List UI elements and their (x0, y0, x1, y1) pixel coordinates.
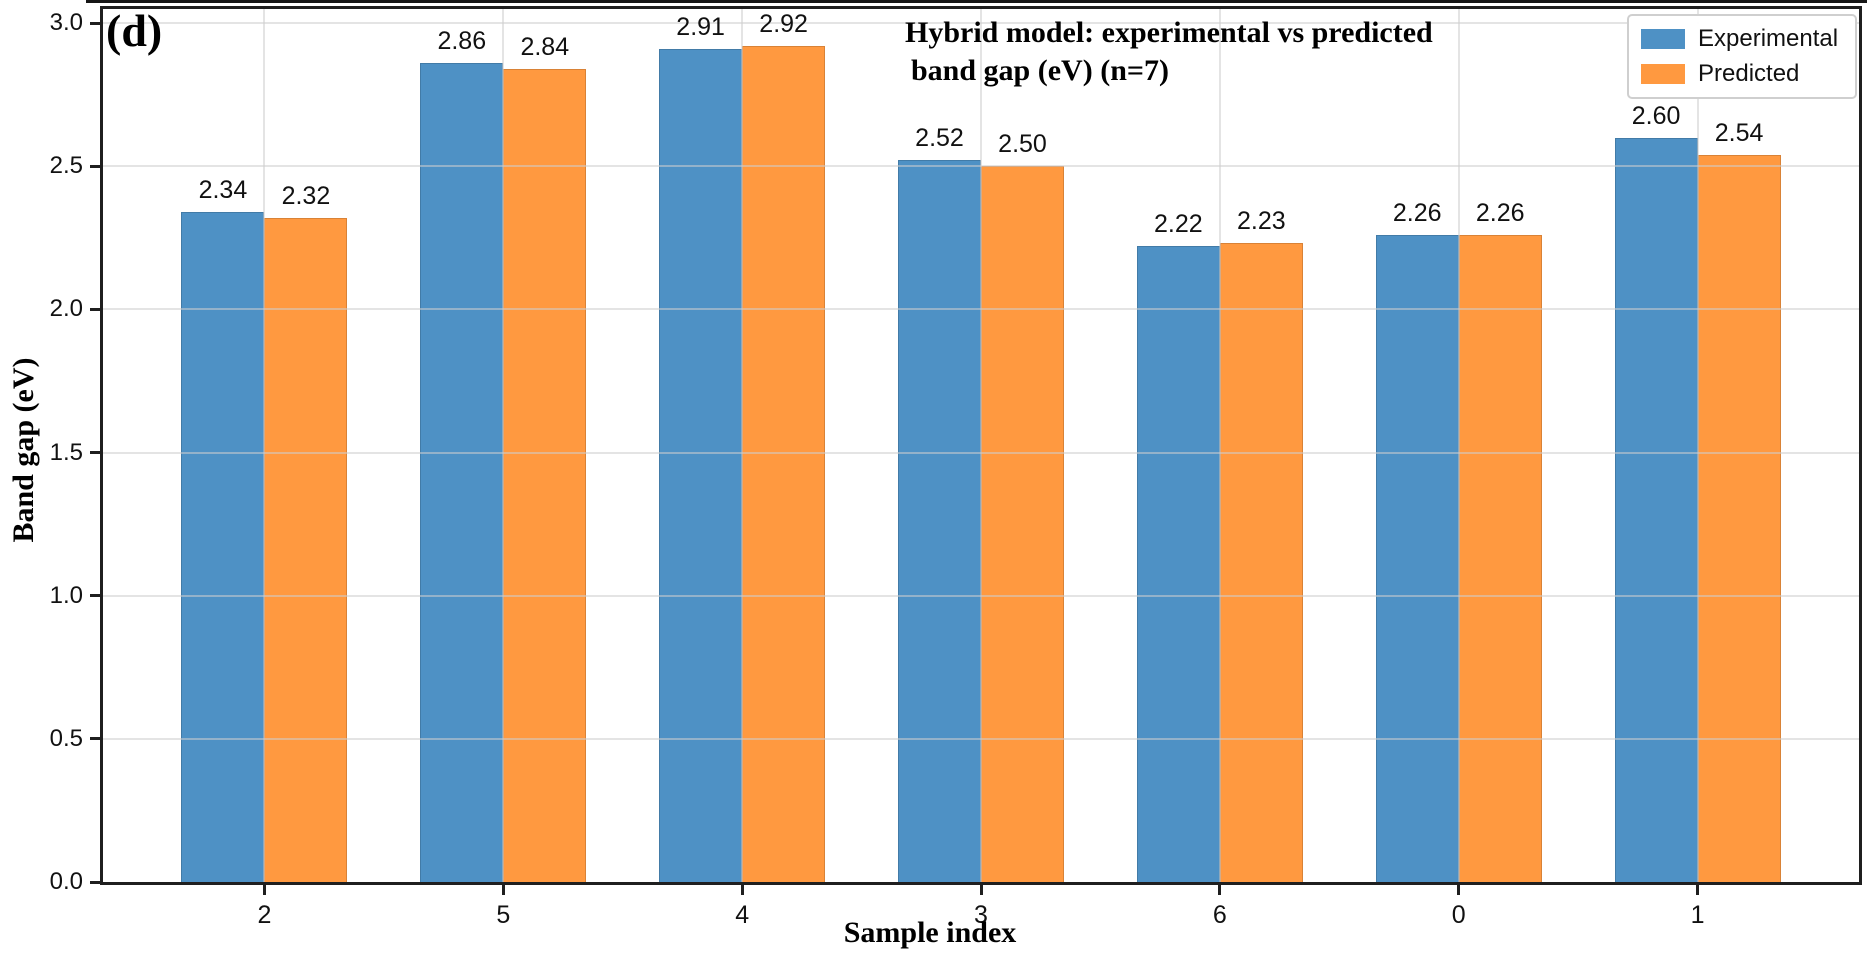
bar-predicted-2 (264, 217, 348, 882)
x-tick-mark (262, 885, 266, 895)
bar-predicted-3 (981, 166, 1064, 882)
y-tick-label: 0.0 (49, 868, 83, 895)
bar-value-label: 2.86 (437, 27, 487, 56)
chart-title-line1: Hybrid model: experimental vs predicted (905, 16, 1433, 49)
bar-experimental-5 (420, 63, 504, 882)
x-tick-label: 2 (257, 901, 272, 929)
legend-label-experimental: Experimental (1698, 25, 1839, 52)
bar-value-label: 2.22 (1154, 210, 1203, 239)
y-tick-mark (90, 307, 100, 311)
bar-predicted-6 (1219, 243, 1303, 882)
y-tick-label: 2.0 (49, 295, 83, 323)
y-tick-mark (90, 451, 100, 454)
x-tick-label: 1 (1690, 901, 1705, 929)
bar-value-label: 2.50 (998, 130, 1047, 159)
x-axis-title: Sample index (843, 916, 1017, 949)
panel-label: (d) (106, 5, 163, 56)
chart-title: Hybrid model: experimental vs predicted … (905, 14, 1433, 90)
x-tick-mark (501, 885, 505, 895)
x-tick-label: 5 (496, 901, 511, 929)
bar-experimental-6 (1136, 246, 1220, 882)
x-tick-label: 0 (1451, 901, 1466, 929)
bar-experimental-0 (1375, 234, 1459, 882)
plot-area: 0.0 0.5 1.0 1.5 2.0 2.5 3.0 2 2.34 2.32 5 2.86 2.84 4… (50, 6, 1862, 929)
chart-title-line2: band gap (eV) (n=7) (911, 54, 1169, 87)
x-tick-mark (1696, 885, 1700, 895)
bar-value-label: 2.91 (676, 12, 725, 41)
y-tick-mark (90, 594, 100, 598)
x-tick-mark (740, 885, 744, 895)
bar-predicted-0 (1458, 234, 1542, 882)
gridline-vertical (1457, 9, 1460, 882)
gridline-vertical (980, 9, 982, 882)
bar-value-label: 2.26 (1392, 198, 1442, 227)
bar-value-label: 2.84 (520, 32, 570, 61)
bar-value-label: 2.34 (198, 175, 248, 204)
legend-label-predicted: Predicted (1698, 60, 1800, 87)
bar-predicted-1 (1697, 154, 1781, 882)
bar-value-label: 2.54 (1714, 118, 1764, 147)
y-tick-mark (90, 737, 100, 741)
bar-value-label: 2.23 (1237, 207, 1286, 236)
gridline-vertical (1696, 9, 1699, 882)
x-tick-mark (1218, 885, 1222, 895)
x-tick-label: 3 (974, 901, 988, 929)
legend-swatch-experimental (1641, 29, 1685, 49)
bar-predicted-4 (742, 45, 826, 882)
legend-item-experimental: Experimental (1641, 26, 1843, 52)
bar-value-label: 2.52 (915, 124, 964, 153)
y-tick-label: 3.0 (49, 9, 83, 36)
legend-swatch-predicted (1641, 64, 1685, 84)
gridline-vertical (741, 9, 744, 882)
y-tick-mark (90, 164, 100, 168)
y-tick-label: 0.5 (49, 724, 83, 752)
x-tick-mark (979, 885, 983, 895)
figure-top-rule (86, 0, 1867, 3)
y-tick-mark (90, 21, 100, 25)
bar-predicted-5 (503, 68, 587, 882)
x-tick-label: 4 (735, 901, 750, 929)
y-tick-mark (90, 880, 100, 884)
bar-value-label: 2.32 (281, 181, 331, 210)
y-tick-label: 1.5 (49, 438, 83, 466)
x-tick-mark (1457, 885, 1461, 895)
gridline-vertical (263, 9, 266, 882)
bar-experimental-4 (659, 48, 743, 882)
y-tick-label: 2.5 (49, 152, 83, 180)
bar-value-label: 2.60 (1631, 101, 1681, 130)
legend: Experimental Predicted (1627, 14, 1857, 99)
y-axis-title: Band gap (eV) (7, 357, 40, 543)
bar-experimental-3 (898, 160, 981, 882)
x-tick-label: 6 (1212, 901, 1227, 929)
gridline-vertical (502, 9, 505, 882)
bar-value-label: 2.92 (759, 9, 808, 38)
bar-experimental-1 (1614, 137, 1698, 882)
bar-experimental-2 (181, 211, 265, 882)
y-tick-label: 1.0 (49, 581, 83, 609)
gridline-vertical (1218, 9, 1221, 882)
bar-value-label: 2.26 (1475, 198, 1525, 227)
legend-item-predicted: Predicted (1641, 61, 1843, 87)
